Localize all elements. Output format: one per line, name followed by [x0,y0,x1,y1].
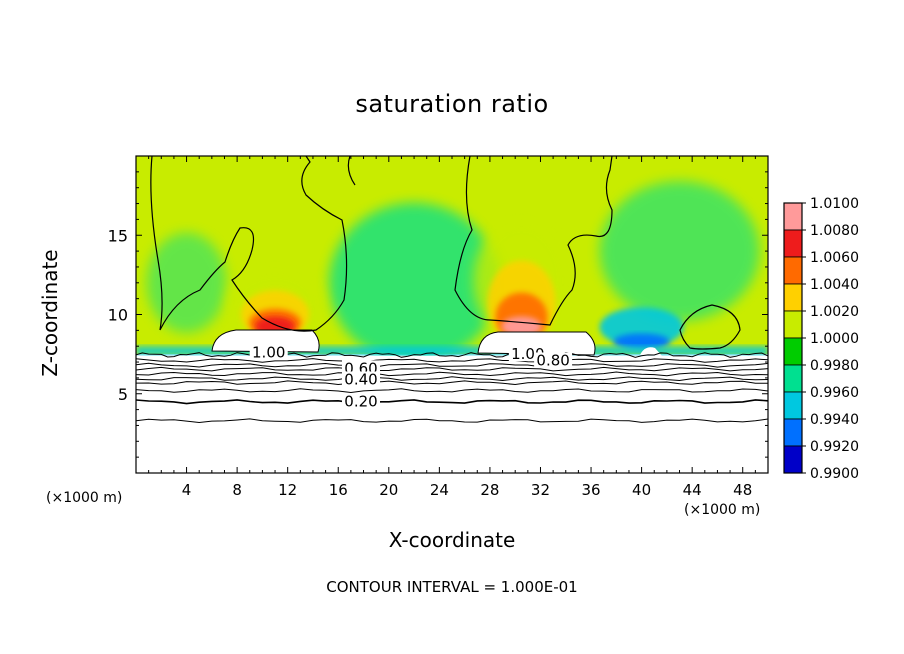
x-tick-label: 44 [683,481,702,499]
contour-label-bg [249,344,288,360]
colorbar-label: 1.0060 [810,250,859,266]
contour-label: 1.00 [252,344,285,362]
colorbar-label: 1.0040 [810,277,859,293]
contour-label: 0.20 [344,393,377,411]
colorbar-label: 0.9920 [810,439,859,455]
field-region [599,181,760,322]
colorbar-swatch [783,418,803,447]
contour-line [150,156,348,332]
contour-line [136,376,768,382]
contour-labels: 1.00 1.000.800.600.400.20 [249,344,573,411]
contour-line [136,358,768,363]
y-tick-label: 5 [118,385,128,404]
x-axis-ticks: 4 8 12 16 20 24 28 32 36 40 44 48 [148,156,756,499]
x-axis-label: X-coordinate [388,528,516,552]
colorbar-label: 0.9900 [810,466,859,482]
contour-label-bg [534,352,573,368]
y-axis-ticks: 5 10 15 [108,171,768,458]
chart-title: saturation ratio [355,90,549,118]
y-tick-label: 10 [108,306,128,325]
colorbar-label: 1.0020 [810,304,859,320]
contour-line [136,366,768,372]
contour-line [136,362,768,368]
contour-line [136,399,768,405]
x-tick-label: 8 [232,481,242,499]
x-tick-label: 32 [531,481,550,499]
x-unit-label-right: (×1000 m) [684,502,761,518]
colorbar-swatch [783,202,803,231]
y-axis-label: Z-coordinate [38,249,62,377]
x-tick-label: 28 [480,481,499,499]
x-tick-label: 24 [430,481,449,499]
color-field [136,156,768,473]
contour-line [679,304,741,350]
contour-line [347,156,356,186]
contour-line [136,380,768,386]
x-tick-label: 12 [278,481,297,499]
contour-line [136,351,768,358]
colorbar-swatch [783,229,803,258]
x-tick-label: 36 [581,481,600,499]
colorbar-swatch [783,364,803,393]
field-region [613,333,670,350]
x-unit-label-left: (×1000 m) [46,490,123,506]
contour-label: 0.80 [536,351,569,369]
x-tick-label: 20 [379,481,398,499]
field-band [136,346,768,356]
y-tick-label: 15 [108,226,128,245]
x-tick-label: 16 [329,481,348,499]
x-tick-label: 4 [182,481,192,499]
x-tick-label: 48 [733,481,752,499]
colorbar-swatch [783,283,803,312]
contour-lines [136,156,768,424]
contour-interval-note: CONTOUR INTERVAL = 1.000E-01 [326,578,578,596]
contour-line [136,418,768,424]
contour-label-bg [341,393,380,409]
contour-line [136,388,768,394]
colorbar-label: 0.9960 [810,385,859,401]
colorbar-label: 0.9980 [810,358,859,374]
colorbar-label: 1.0100 [810,196,859,212]
colorbar-label: 1.0080 [810,223,859,239]
contour-label: 0.40 [344,370,377,388]
field-region [329,202,500,363]
contour-line [454,156,613,326]
colorbar-frame [783,202,803,474]
cloud-lens [211,329,320,353]
x-tick-label: 40 [632,481,651,499]
colorbar-label: 1.0000 [810,331,859,347]
contour-line [136,371,768,377]
cloud-lens [477,331,596,356]
colorbar: 1.0100 1.0080 1.0060 1.0040 1.0020 1.0000 0.99… [783,196,859,482]
colorbar-swatch [783,310,803,339]
colorbar-swatch [783,256,803,285]
colorbar-swatch [783,337,803,366]
contour-label-bg [341,371,380,387]
colorbar-label: 0.9940 [810,412,859,428]
colorbar-swatch [783,391,803,420]
colorbar-swatch [783,445,803,474]
field-region [146,232,227,333]
